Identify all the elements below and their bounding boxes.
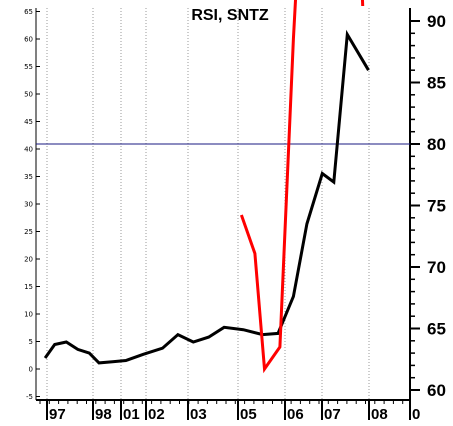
series-line-1 [239,0,365,374]
left-tick-label-10: 45 [24,118,33,126]
left-tick-label-8: 35 [24,173,33,181]
left-tick-label-1: 0 [29,366,33,374]
bottom-tick-label-9: 0 [412,406,420,423]
right-axis: 60 65 70 75 80 85 90 [409,8,446,400]
left-tick-label-7: 30 [24,201,33,209]
bottom-tick-label-0: 97 [49,406,66,423]
left-tick-label-2: 5 [29,338,33,346]
bottom-tick-label-7: 07 [324,406,341,423]
right-tick-label-6: 90 [427,12,446,31]
left-tick-label-5: 20 [24,256,33,264]
left-axis: -5 0 5 10 15 20 25 30 35 40 45 50 55 60 65 [24,8,40,401]
bottom-tick-label-5: 05 [240,406,257,423]
left-tick-label-0: -5 [26,393,33,401]
bottom-tick-label-6: 06 [287,406,304,423]
right-tick-label-0: 60 [427,381,446,400]
bottom-tick-label-8: 08 [371,406,388,423]
left-tick-label-9: 40 [24,146,33,154]
series-group [43,0,370,374]
bottom-tick-label-4: 03 [190,406,207,423]
series-line-0 [43,29,370,365]
left-tick-label-13: 60 [24,36,33,44]
right-tick-label-5: 85 [427,74,446,93]
right-tick-label-1: 65 [427,320,446,339]
bottom-tick-label-2: 01 [123,406,140,423]
left-tick-label-12: 55 [24,63,33,71]
right-tick-label-4: 80 [427,135,446,154]
right-tick-label-3: 75 [427,197,446,216]
bottom-tick-label-1: 98 [95,406,112,423]
bottom-axis: 97 98 01 02 03 05 06 07 08 0 [36,399,420,423]
right-tick-label-2: 70 [427,258,446,277]
left-tick-label-3: 10 [24,311,33,319]
bottom-tick-label-3: 02 [148,406,165,423]
left-tick-label-6: 25 [24,228,33,236]
left-tick-label-14: 65 [24,8,33,16]
left-tick-label-4: 15 [24,283,33,291]
chart-title: RSI, SNTZ [191,7,269,24]
left-tick-label-11: 50 [24,91,33,99]
